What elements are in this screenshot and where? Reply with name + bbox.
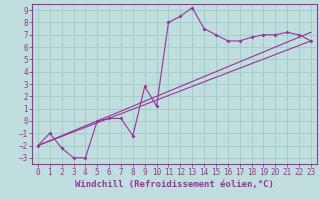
- X-axis label: Windchill (Refroidissement éolien,°C): Windchill (Refroidissement éolien,°C): [75, 180, 274, 189]
